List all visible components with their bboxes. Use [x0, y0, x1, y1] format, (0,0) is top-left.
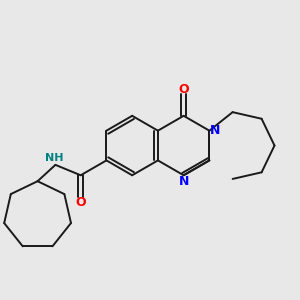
- Text: N: N: [209, 124, 220, 137]
- Text: N: N: [178, 175, 189, 188]
- Text: O: O: [75, 196, 86, 209]
- Text: NH: NH: [45, 153, 64, 163]
- Text: O: O: [178, 82, 189, 96]
